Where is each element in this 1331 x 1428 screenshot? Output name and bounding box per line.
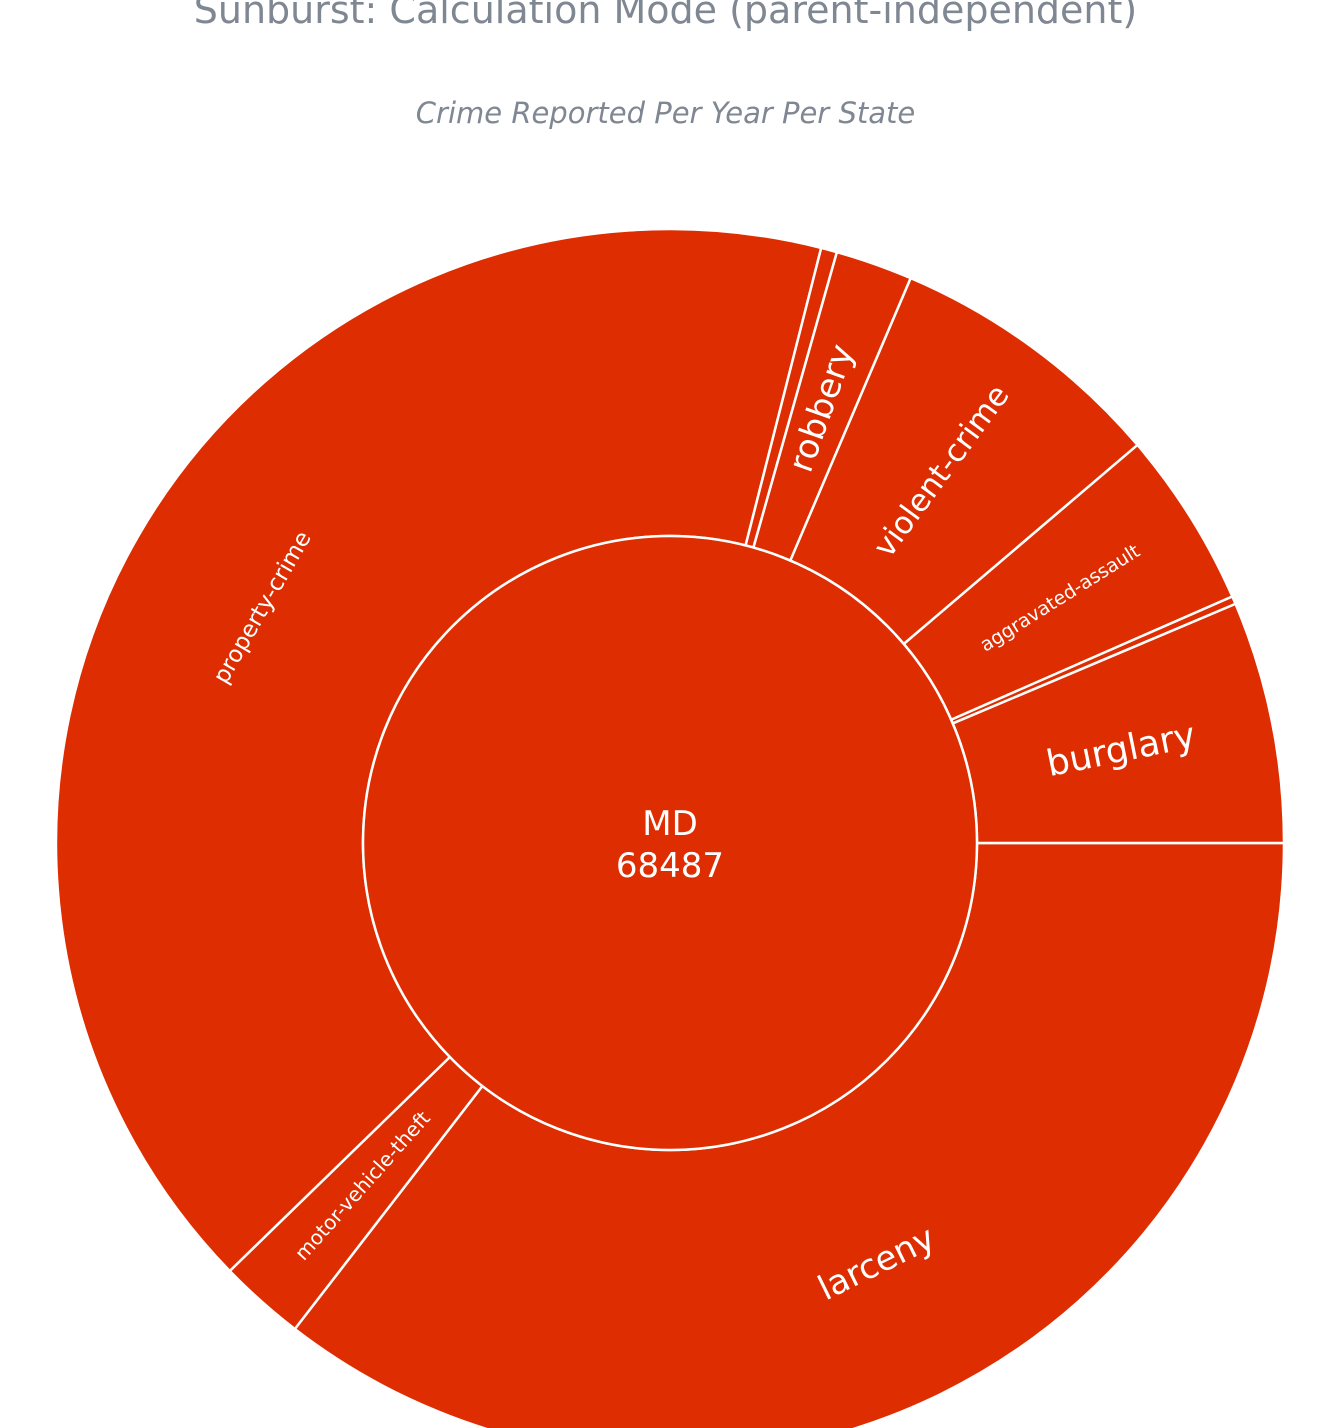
center-node[interactable]: MD 68487 xyxy=(361,534,979,1152)
chart-subtitle: Crime Reported Per Year Per State xyxy=(415,96,916,130)
center-value: 68487 xyxy=(616,846,724,886)
center-circle[interactable] xyxy=(361,534,979,1152)
center-label: MD xyxy=(642,804,698,844)
chart-title: Sunburst: Calculation Mode (parent-indep… xyxy=(193,0,1138,32)
